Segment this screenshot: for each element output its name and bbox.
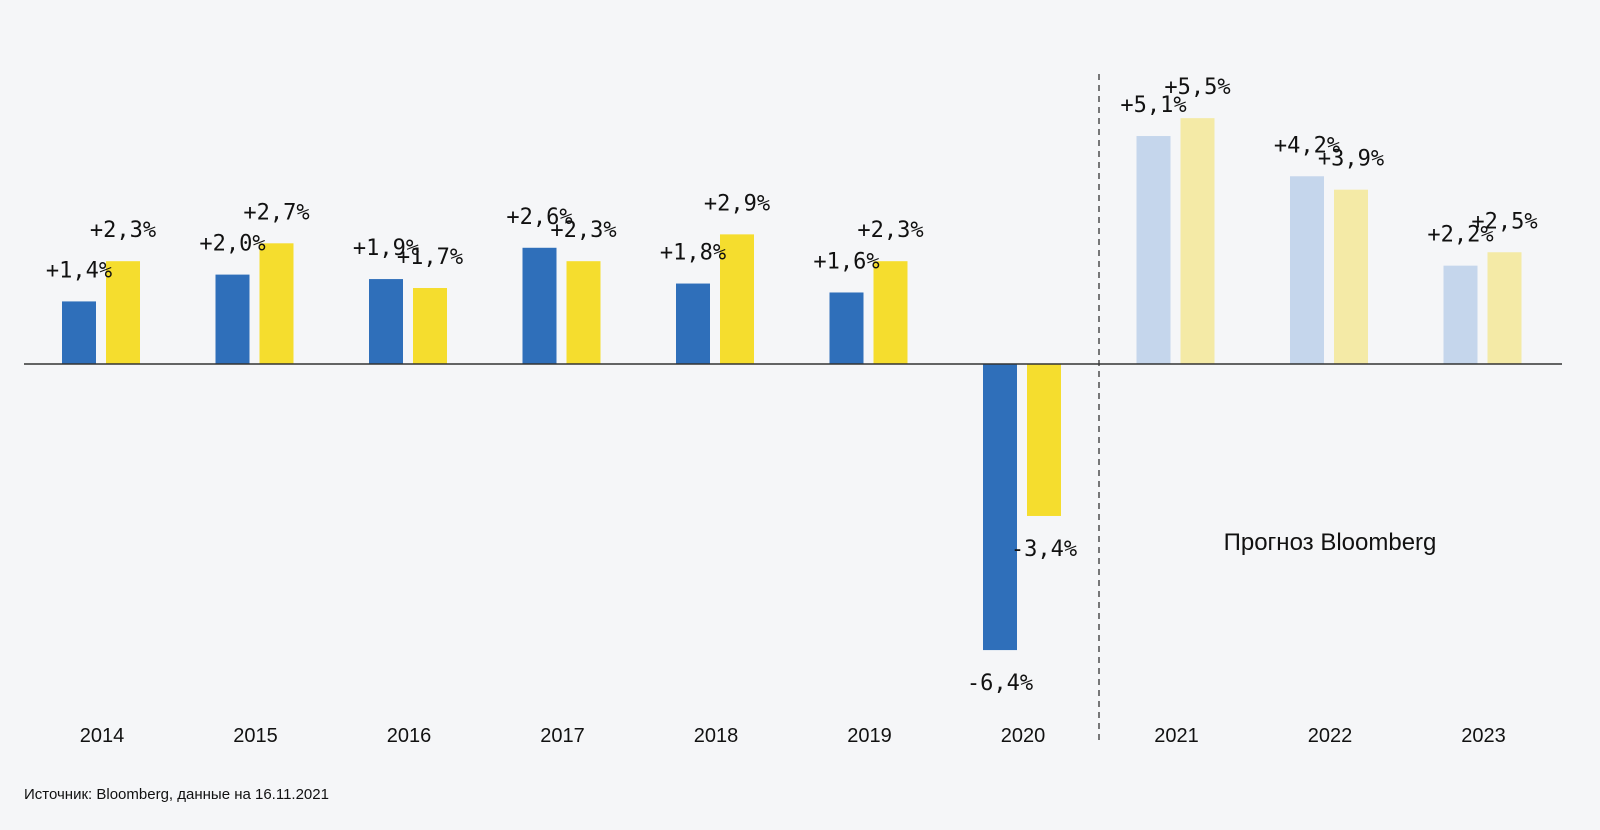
- bar-2014-series-1: [62, 301, 96, 364]
- year-label-2022: 2022: [1308, 725, 1353, 747]
- bar-2014-series-2: [106, 261, 140, 364]
- bar-2023-series-1: [1443, 265, 1478, 364]
- value-label-2015-series-1: +2,0%: [199, 232, 265, 257]
- value-label-2019-series-2: +2,3%: [857, 218, 923, 243]
- bar-2023-series-2: [1487, 252, 1522, 364]
- bar-2018-series-1: [676, 283, 710, 364]
- value-label-2020-series-1: -6,4%: [967, 671, 1033, 696]
- value-labels-layer: +1,4%+2,3%+2,0%+2,7%+1,9%+1,7%+2,6%+2,3%…: [46, 75, 1538, 696]
- value-label-2014-series-1: +1,4%: [46, 258, 112, 283]
- bar-2016-series-2: [413, 288, 447, 364]
- forecast-label: Прогноз Bloomberg: [1224, 529, 1437, 556]
- value-label-2020-series-2: -3,4%: [1011, 537, 1077, 562]
- bar-2015-series-1: [215, 274, 250, 364]
- year-label-2017: 2017: [540, 725, 585, 747]
- bar-2020-series-1: [983, 364, 1017, 651]
- year-label-2020: 2020: [1001, 725, 1046, 747]
- value-label-2023-series-1: +2,2%: [1427, 223, 1493, 248]
- bar-2020-series-2: [1027, 364, 1061, 516]
- value-label-2017-series-2: +2,3%: [550, 218, 616, 243]
- year-label-2018: 2018: [694, 725, 739, 747]
- year-label-2023: 2023: [1461, 725, 1506, 747]
- bar-2017-series-1: [522, 247, 557, 364]
- bar-2022-series-1: [1290, 176, 1324, 364]
- bar-2016-series-1: [369, 279, 403, 364]
- bar-2019-series-1: [829, 292, 864, 364]
- bar-2017-series-2: [566, 261, 601, 364]
- value-label-2021-series-1: +5,1%: [1120, 93, 1186, 118]
- value-label-2018-series-2: +2,9%: [704, 191, 770, 216]
- year-label-2019: 2019: [847, 725, 892, 747]
- bar-2018-series-2: [720, 234, 754, 364]
- year-label-2014: 2014: [80, 725, 125, 747]
- value-label-2019-series-1: +1,6%: [813, 249, 879, 274]
- bar-2015-series-2: [259, 243, 294, 364]
- value-label-2023-series-2: +2,5%: [1471, 209, 1537, 234]
- bar-2021-series-1: [1136, 136, 1171, 364]
- value-label-2022-series-2: +3,9%: [1318, 147, 1384, 172]
- source-note: Источник: Bloomberg, данные на 16.11.202…: [24, 786, 329, 803]
- bars-layer: [62, 118, 1522, 651]
- year-label-2021: 2021: [1154, 725, 1199, 747]
- value-label-2021-series-2: +5,5%: [1164, 75, 1230, 100]
- year-label-2016: 2016: [387, 725, 432, 747]
- value-label-2017-series-1: +2,6%: [506, 205, 572, 230]
- year-labels-layer: 2014 2015 2016 2017 2018 2019 2020 2021 2022 2023: [80, 725, 1506, 747]
- value-label-2016-series-2: +1,7%: [397, 245, 463, 270]
- value-label-2014-series-2: +2,3%: [90, 218, 156, 243]
- value-label-2022-series-1: +4,2%: [1274, 133, 1340, 158]
- value-label-2015-series-2: +2,7%: [243, 200, 309, 225]
- bar-2019-series-2: [873, 261, 908, 364]
- year-label-2015: 2015: [233, 725, 278, 747]
- bar-2021-series-2: [1180, 118, 1215, 365]
- value-label-2016-series-1: +1,9%: [353, 236, 419, 261]
- value-label-2018-series-1: +1,8%: [660, 241, 726, 266]
- bar-2022-series-2: [1334, 189, 1368, 364]
